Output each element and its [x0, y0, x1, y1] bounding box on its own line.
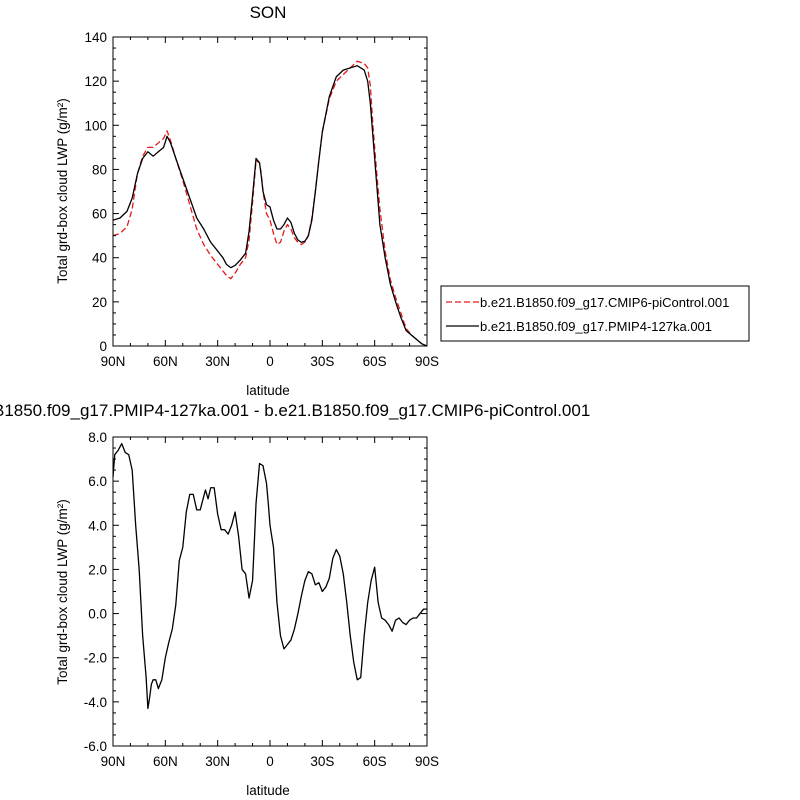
chart-top-plot-area: 90N 60N 30N 0 30S 60S 90S 0 20 40 60 80 100 120 140 — [84, 30, 439, 369]
chart-top-y-tick-label: 0 — [99, 339, 107, 354]
chart-top-x-tick-label: 0 — [266, 354, 274, 369]
chart-top-y-axis-label: Total grd-box cloud LWP (g/m²) — [55, 98, 70, 284]
chart-bottom-title: b.e21.B1850.f09_g17.PMIP4-127ka.001 - b.… — [0, 401, 590, 420]
chart-bottom-y-tick-label: -6.0 — [84, 739, 107, 754]
chart-bottom: b.e21.B1850.f09_g17.PMIP4-127ka.001 - b.… — [0, 401, 590, 798]
chart-bottom-y-tick-label: -2.0 — [84, 651, 107, 666]
chart-bottom-y-tick-label: 0.0 — [88, 607, 107, 622]
chart-top-x-tick-label: 30N — [205, 354, 230, 369]
chart-bottom-x-tick-label: 30N — [205, 754, 230, 769]
chart-top-y-tick-label: 20 — [92, 295, 107, 310]
chart-bottom-y-axis-label-text: Total grd-box cloud LWP (g/m²) — [55, 499, 70, 685]
chart-top-y-axis-label-text: Total grd-box cloud LWP (g/m²) — [55, 98, 70, 284]
chart-bottom-x-axis-label: latitude — [246, 783, 290, 798]
chart-bottom-x-tick-label: 90S — [415, 754, 439, 769]
chart-bottom-series-1-line — [112, 442, 427, 710]
chart-top-plot-frame — [112, 36, 428, 347]
chart-top-y-tick-label: 120 — [84, 74, 107, 89]
chart-bottom-x-tick-label: 0 — [266, 754, 274, 769]
chart-bottom-plot-frame — [112, 436, 428, 747]
chart-bottom-y-tick-label: -4.0 — [84, 695, 107, 710]
chart-bottom-x-tick-label: 60S — [363, 754, 387, 769]
chart-top-y-tick-label: 60 — [92, 207, 107, 222]
chart-top-x-axis-label: latitude — [246, 383, 290, 398]
chart-bottom-y-tick-label: 8.0 — [88, 430, 107, 445]
chart-top-legend-box — [440, 285, 750, 342]
chart-bottom-x-tick-label: 90N — [101, 754, 126, 769]
chart-top-x-tick-label: 30S — [310, 354, 334, 369]
chart-bottom-y-tick-label: 6.0 — [88, 474, 107, 489]
chart-top-x-tick-label: 60S — [363, 354, 387, 369]
chart-bottom-x-tick-label: 30S — [310, 754, 334, 769]
chart-top-x-tick-label: 90S — [415, 354, 439, 369]
chart-top: SON 90N 60N 30N 0 30S 60S 90S 0 20 40 60 80 100 120 14… — [55, 3, 750, 398]
chart-bottom-y-tick-label: 4.0 — [88, 518, 107, 533]
chart-top-y-tick-label: 140 — [84, 30, 107, 45]
chart-bottom-plot-area: 90N 60N 30N 0 30S 60S 90S -6.0 -4.0 -2.0 0.0 2.0 4.0… — [84, 430, 439, 769]
chart-top-series-2-line — [112, 65, 428, 347]
chart-top-y-tick-label: 40 — [92, 251, 107, 266]
chart-top-y-tick-label: 100 — [84, 118, 107, 133]
chart-top-x-tick-label: 90N — [101, 354, 126, 369]
chart-bottom-x-tick-label: 60N — [153, 754, 178, 769]
chart-bottom-y-tick-label: 2.0 — [88, 562, 107, 577]
chart-top-series-1-line — [112, 60, 428, 347]
chart-top-legend-label-1: b.e21.B1850.f09_g17.CMIP6-piControl.001 — [480, 295, 729, 310]
chart-top-x-tick-label: 60N — [153, 354, 178, 369]
chart-top-legend-label-2: b.e21.B1850.f09_g17.PMIP4-127ka.001 — [480, 319, 712, 334]
chart-bottom-y-axis-label: Total grd-box cloud LWP (g/m²) — [55, 499, 70, 685]
chart-top-y-tick-label: 80 — [92, 162, 107, 177]
chart-top-legend: b.e21.B1850.f09_g17.CMIP6-piControl.001b… — [440, 285, 750, 342]
chart-top-title: SON — [250, 3, 287, 22]
